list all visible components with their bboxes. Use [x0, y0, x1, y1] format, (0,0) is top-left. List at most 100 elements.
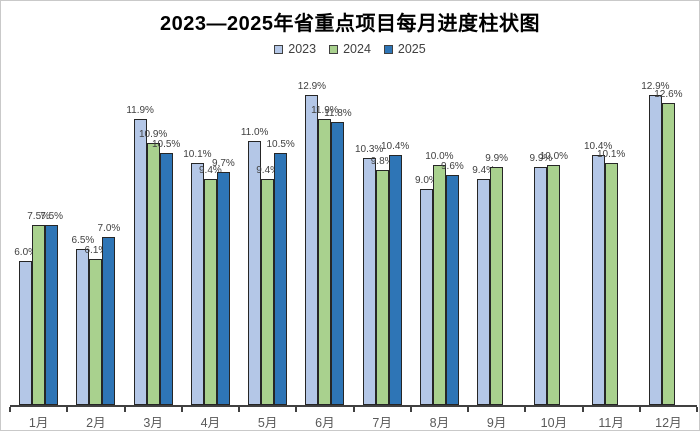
legend-swatch-2025-icon [383, 44, 393, 54]
bar-value-label: 11.0% [240, 127, 269, 138]
bar-2023-9月 [477, 179, 491, 405]
legend-item-2025: 2025 [383, 42, 426, 56]
bar-value-label: 9.9% [485, 153, 509, 164]
bar-2025-8月 [445, 175, 459, 405]
bar-value-label: 7.5% [40, 211, 64, 222]
bar-value-label: 6.1% [84, 245, 108, 256]
bar-2024-5月 [261, 179, 275, 405]
x-axis-tick [467, 407, 469, 412]
bar-2023-11月 [591, 155, 605, 405]
bar-2024-9月 [490, 167, 504, 405]
bar-2023-4月 [190, 163, 204, 405]
bar-value-label: 9.9% [529, 153, 553, 164]
bar-value-label: 11.9% [126, 105, 154, 116]
bar-2023-12月 [648, 95, 662, 405]
bar-value-label: 10.5% [151, 139, 181, 150]
bar-2023-6月 [305, 95, 319, 405]
bar-2024-1月 [32, 225, 46, 405]
x-axis-label: 3月 [143, 416, 163, 430]
legend-swatch-2024-icon [329, 44, 339, 54]
bar-2025-6月 [331, 122, 345, 405]
bar-2024-4月 [203, 179, 217, 405]
x-axis-tick [696, 407, 698, 412]
x-axis-tick [238, 407, 240, 412]
bar-2023-3月 [133, 119, 147, 405]
bar-2024-7月 [375, 170, 389, 405]
bar-value-label: 10.0% [425, 151, 454, 162]
bar-value-label: 10.1% [596, 149, 626, 160]
bar-2025-5月 [274, 153, 288, 405]
legend-item-2023: 2023 [274, 42, 316, 56]
bar-2023-5月 [248, 141, 262, 405]
bar-value-label: 10.0% [539, 151, 569, 162]
x-axis-tick [9, 407, 11, 412]
bar-2023-1月 [19, 261, 33, 405]
x-axis-label: 2月 [86, 416, 106, 430]
legend-label-2024: 2024 [343, 42, 371, 56]
bar-value-label: 9.4% [198, 165, 222, 176]
bar-value-label: 10.4% [583, 141, 613, 152]
x-axis-label: 7月 [372, 416, 392, 430]
bar-2024-8月 [432, 165, 446, 405]
x-axis-tick [409, 407, 412, 412]
legend-item-2024: 2024 [329, 42, 371, 56]
bar-value-label: 6.5% [71, 235, 95, 246]
bar-2025-3月 [159, 153, 173, 405]
bar-value-label: 12.9% [297, 81, 327, 92]
bar-value-label: 10.9% [138, 129, 168, 140]
x-axis-label: 1月 [28, 416, 49, 430]
legend: 2023 2024 2025 [1, 42, 699, 56]
bar-value-label: 7.5% [27, 211, 51, 222]
bar-value-label: 12.6% [654, 89, 683, 100]
bar-value-label: 10.3% [354, 144, 384, 155]
bar-value-label: 9.4% [256, 165, 280, 176]
x-axis-tick [295, 407, 298, 412]
x-axis-tick [180, 407, 183, 412]
bar-value-label: 6.0% [14, 247, 38, 258]
legend-swatch-2023-icon [274, 44, 284, 54]
bar-2024-3月 [146, 143, 160, 405]
x-axis-label: 12月 [655, 416, 682, 430]
bar-2023-8月 [419, 189, 433, 405]
bar-value-label: 10.1% [183, 149, 212, 160]
x-axis-tick [524, 407, 527, 412]
x-axis-label: 5月 [257, 416, 278, 430]
bar-value-label: 9.4% [472, 165, 496, 176]
x-axis-line [10, 405, 697, 407]
bar-2024-11月 [604, 163, 618, 405]
x-axis-tick [66, 407, 69, 412]
x-axis-label: 9月 [486, 416, 507, 430]
bar-2023-2月 [76, 249, 90, 405]
bar-2025-4月 [216, 172, 230, 405]
bar-value-label: 9.6% [440, 161, 464, 172]
x-axis-label: 8月 [429, 416, 450, 430]
legend-label-2025: 2025 [397, 42, 426, 56]
legend-label-2023: 2023 [288, 42, 317, 56]
bar-2025-7月 [388, 155, 402, 405]
bar-2023-10月 [534, 167, 548, 405]
chart-title: 2023—2025年省重点项目每月进度柱状图 [160, 13, 540, 35]
x-axis-label: 10月 [540, 416, 568, 430]
bar-2025-2月 [102, 237, 116, 405]
bar-2024-2月 [89, 259, 103, 405]
bar-value-label: 7.0% [97, 223, 121, 234]
bar-value-label: 10.5% [266, 139, 295, 150]
bar-2024-12月 [661, 103, 675, 405]
x-axis-tick [123, 407, 126, 412]
bar-value-label: 11.9% [311, 105, 339, 116]
x-axis-label: 11月 [598, 416, 624, 430]
bar-value-label: 11.8% [324, 108, 352, 119]
bar-2024-10月 [547, 165, 561, 405]
x-axis-label: 6月 [315, 416, 335, 430]
x-axis-label: 4月 [200, 416, 221, 430]
x-axis-tick [638, 407, 641, 412]
bar-value-label: 10.4% [380, 141, 410, 152]
bar-value-label: 9.0% [414, 175, 438, 186]
bar-2025-1月 [45, 225, 59, 405]
bar-2024-6月 [318, 119, 332, 405]
x-axis-tick [352, 407, 355, 412]
bar-2023-7月 [362, 158, 376, 405]
bar-value-label: 9.8% [370, 156, 394, 167]
